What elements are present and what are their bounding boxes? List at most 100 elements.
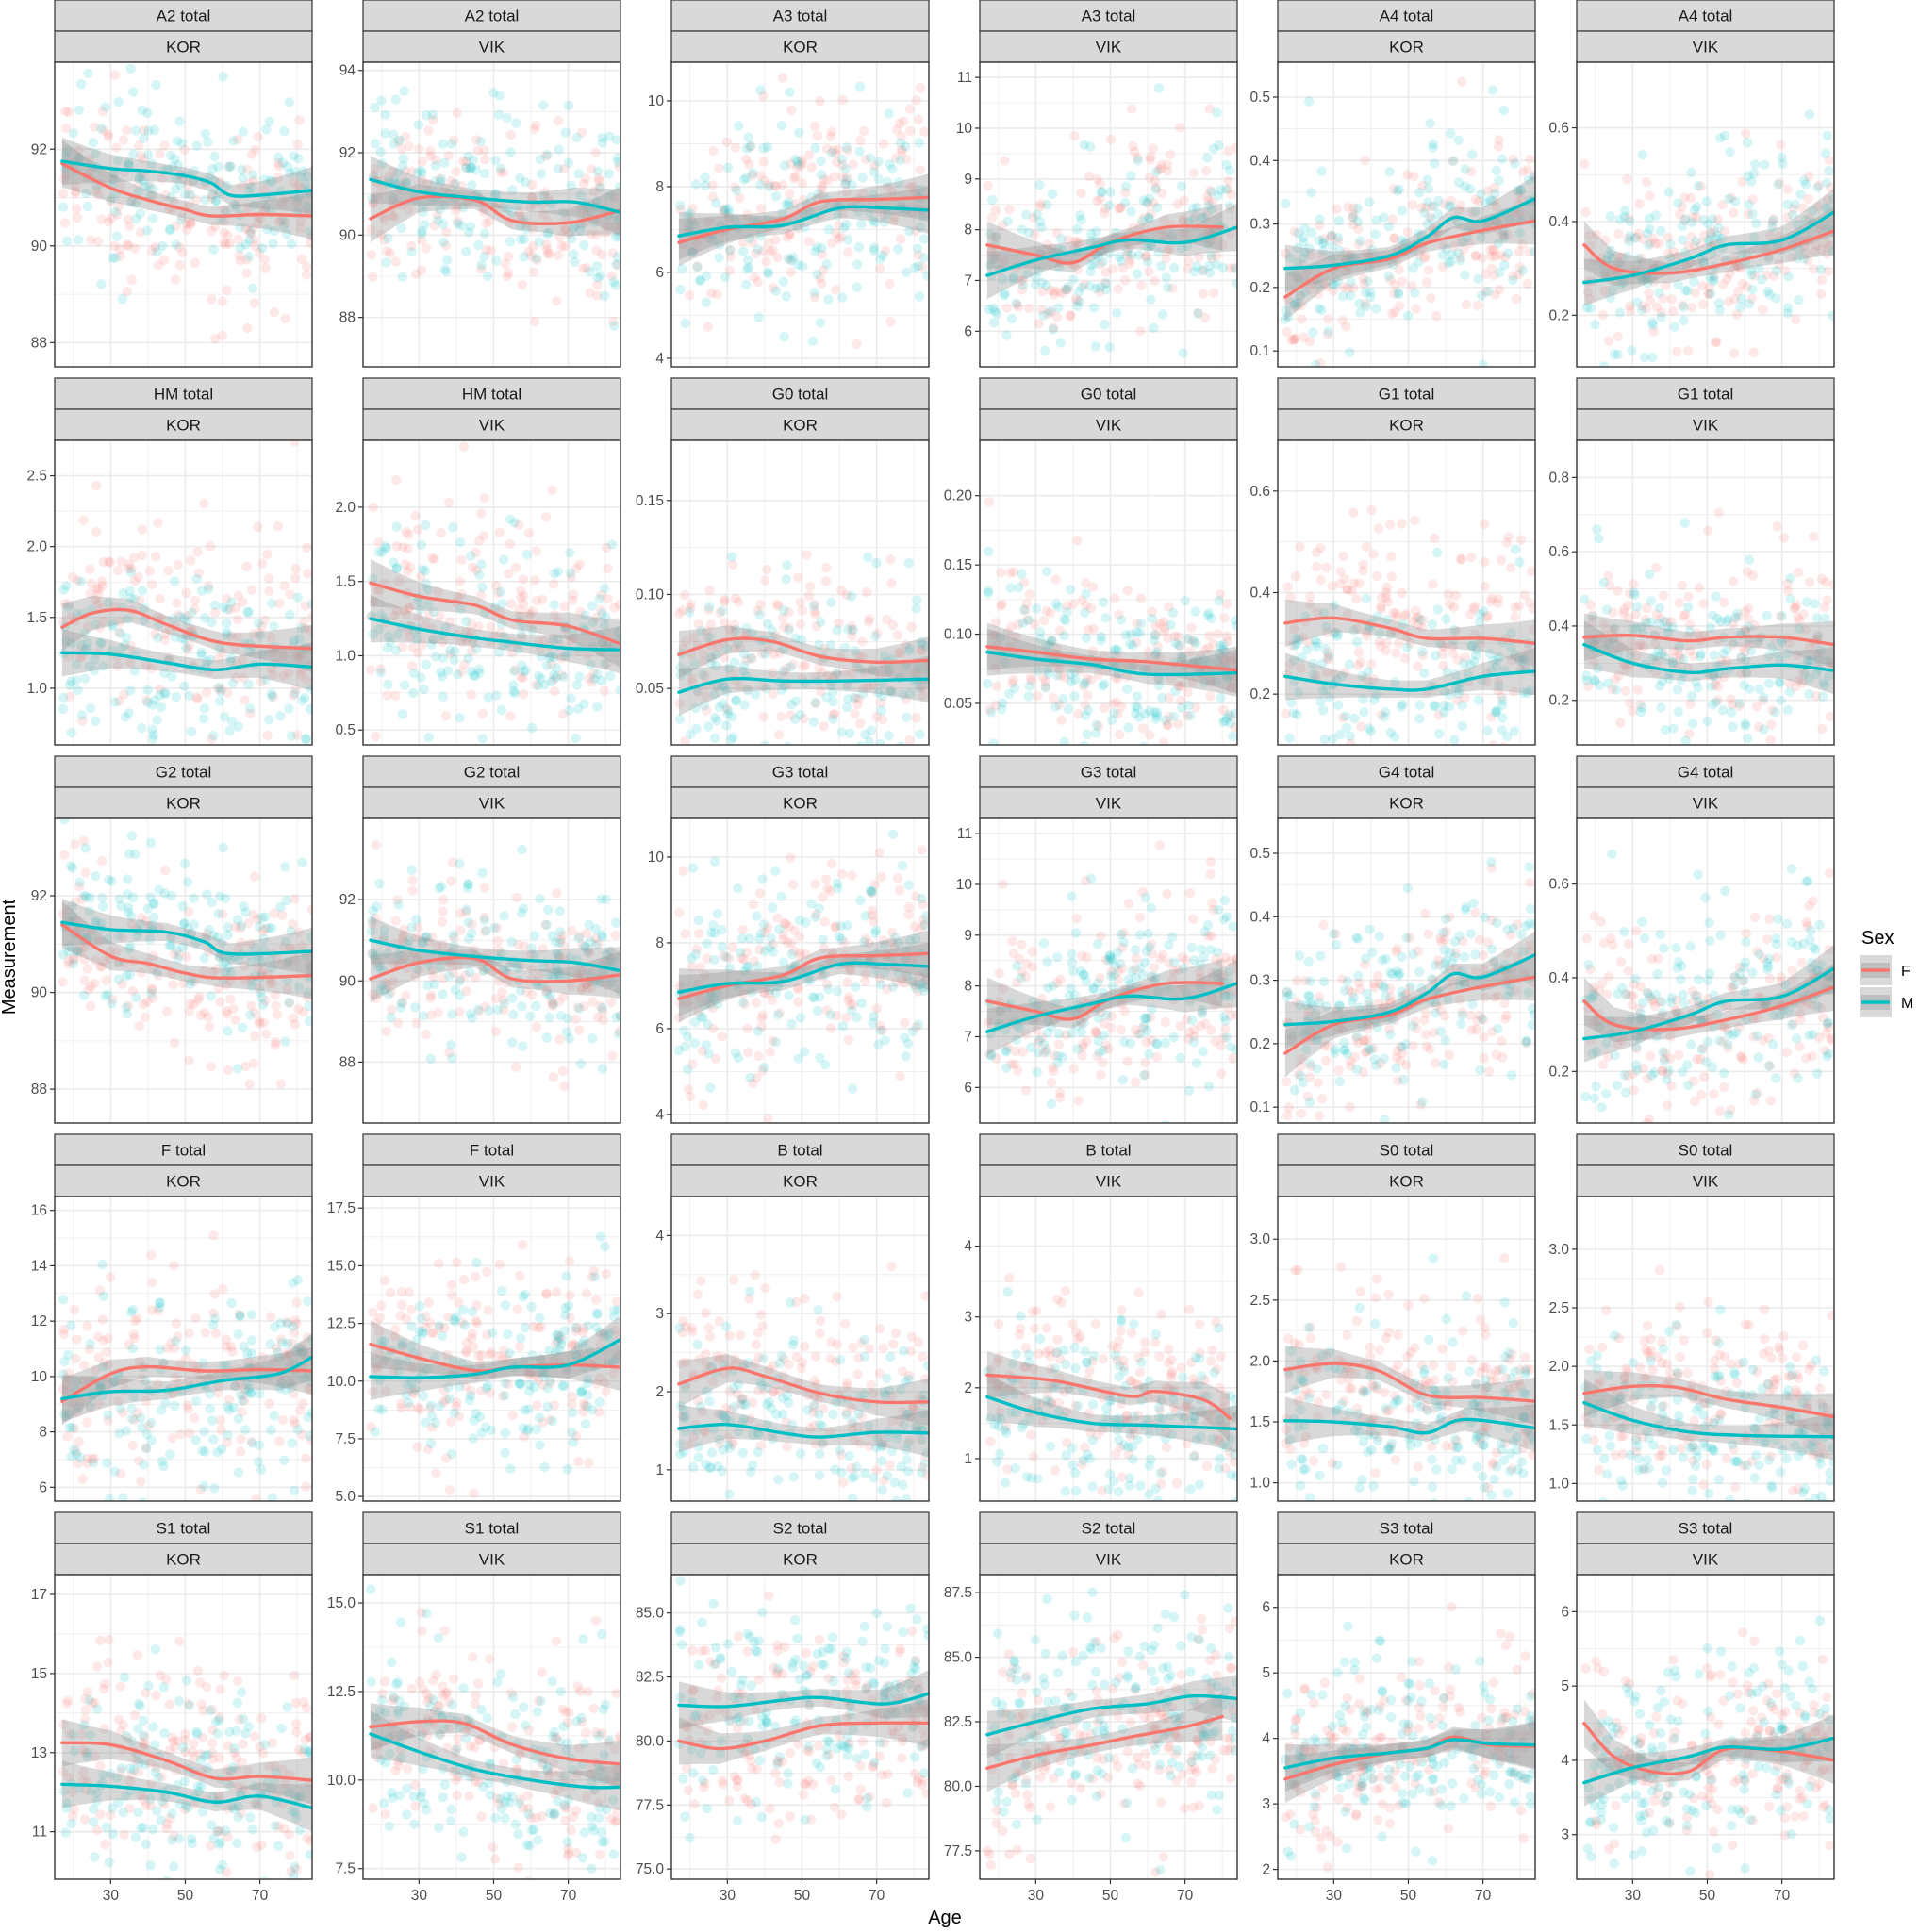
data-point xyxy=(1355,307,1365,318)
data-point xyxy=(389,129,399,140)
strip-group xyxy=(979,30,1238,63)
data-point xyxy=(1790,314,1801,325)
data-point xyxy=(219,227,229,238)
data-point xyxy=(614,231,620,241)
data-point xyxy=(1615,718,1626,728)
data-point xyxy=(391,541,402,552)
data-point xyxy=(1379,212,1389,223)
data-point xyxy=(483,271,493,282)
data-point xyxy=(1480,556,1490,568)
data-point xyxy=(1133,155,1144,166)
data-point xyxy=(1419,668,1430,679)
data-point xyxy=(375,667,386,678)
data-point xyxy=(1199,212,1209,223)
data-point xyxy=(1393,288,1403,298)
data-point xyxy=(303,569,312,579)
data-point xyxy=(878,250,888,260)
data-point xyxy=(206,1062,216,1072)
data-point xyxy=(1503,532,1514,542)
data-point xyxy=(249,871,260,882)
data-point xyxy=(207,163,218,174)
data-point xyxy=(1365,292,1376,303)
data-point xyxy=(1381,645,1391,656)
data-point xyxy=(810,142,820,154)
data-point xyxy=(113,96,124,107)
data-point xyxy=(152,715,162,725)
data-point xyxy=(1722,616,1732,626)
data-point xyxy=(1411,304,1421,314)
data-point xyxy=(1135,593,1147,603)
data-point xyxy=(858,188,869,199)
strip-measure-label: A2 total xyxy=(465,8,520,25)
data-point xyxy=(753,276,763,288)
smooth-layer xyxy=(1283,174,1535,322)
data-point xyxy=(720,207,730,218)
data-point xyxy=(399,680,410,690)
data-point xyxy=(1079,740,1089,745)
data-point xyxy=(763,238,774,248)
data-point xyxy=(566,180,576,190)
smooth-layer xyxy=(369,156,620,243)
data-point xyxy=(439,264,450,274)
data-point xyxy=(688,219,700,229)
data-point xyxy=(1625,231,1635,241)
data-point xyxy=(856,219,867,229)
data-point xyxy=(302,261,312,272)
data-point xyxy=(812,130,822,141)
data-point xyxy=(118,588,128,599)
data-point xyxy=(777,208,787,219)
strip-measure-label: A3 total xyxy=(773,8,828,25)
data-point xyxy=(815,273,825,284)
data-point xyxy=(270,1040,281,1050)
data-point xyxy=(741,143,753,154)
data-point xyxy=(268,239,278,249)
data-point xyxy=(389,139,399,149)
data-point xyxy=(428,115,438,125)
data-point xyxy=(996,568,1006,578)
data-point xyxy=(280,1036,290,1047)
data-point xyxy=(1744,299,1755,309)
data-point xyxy=(401,177,412,188)
data-point xyxy=(1515,535,1527,545)
data-point xyxy=(1777,611,1788,621)
data-point xyxy=(62,236,73,246)
data-point xyxy=(238,173,248,183)
data-point xyxy=(118,135,128,145)
data-point xyxy=(1729,576,1739,586)
data-point xyxy=(1202,191,1213,202)
data-point xyxy=(527,179,538,190)
data-point xyxy=(913,250,924,260)
data-point xyxy=(479,251,489,262)
data-point xyxy=(151,79,161,91)
data-point xyxy=(1386,552,1397,562)
data-point xyxy=(1217,239,1229,250)
data-point xyxy=(204,924,214,935)
data-point xyxy=(1012,300,1022,310)
data-point xyxy=(579,240,589,251)
data-point xyxy=(157,173,167,184)
data-point xyxy=(124,708,134,718)
strip-group-label: KOR xyxy=(783,417,818,435)
data-point xyxy=(429,221,440,231)
data-point xyxy=(1035,199,1046,209)
data-point xyxy=(1100,319,1110,330)
data-point xyxy=(297,857,307,867)
data-point xyxy=(1447,249,1457,260)
data-point xyxy=(987,232,998,242)
data-point xyxy=(516,592,526,603)
data-point xyxy=(1460,181,1470,191)
data-point xyxy=(876,705,886,716)
data-point xyxy=(568,223,579,235)
data-point xyxy=(1431,702,1441,712)
data-point xyxy=(1280,314,1291,324)
data-point xyxy=(778,276,788,287)
data-point xyxy=(1625,216,1635,226)
data-point xyxy=(219,237,229,248)
data-point xyxy=(295,172,306,182)
data-point xyxy=(1220,184,1232,194)
data-point xyxy=(1179,195,1189,206)
data-point xyxy=(411,1017,422,1029)
data-point xyxy=(1465,553,1477,563)
data-point xyxy=(547,485,557,495)
